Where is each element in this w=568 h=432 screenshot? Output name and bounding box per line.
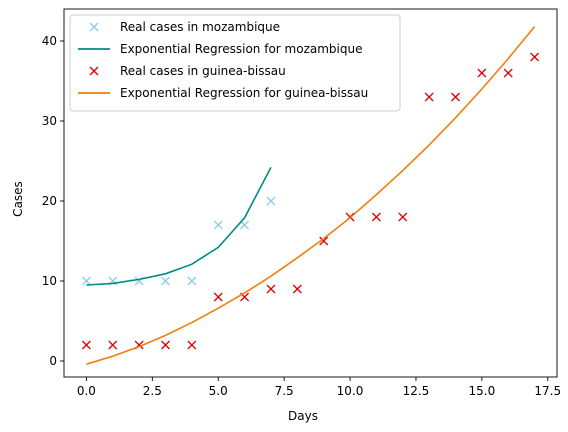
plot-area	[81, 26, 540, 365]
y-axis-label: Cases	[11, 181, 25, 217]
data-point-real-cases-in-guinea-bissau	[371, 212, 381, 222]
data-point-real-cases-in-guinea-bissau	[477, 68, 487, 78]
data-point-real-cases-in-mozambique	[81, 276, 91, 286]
series-line-exponential-regression-for-mozambique	[86, 167, 272, 286]
axes-frame	[63, 8, 558, 378]
x-tick-label: 0.0	[77, 384, 96, 398]
x-axis-label: Days	[288, 409, 318, 423]
legend-entry: Exponential Regression for guinea-bissau	[78, 86, 368, 100]
x-tick-label: 17.5	[534, 384, 561, 398]
legend-entry: Real cases in guinea-bissau	[89, 64, 286, 78]
legend-marker-swatch	[89, 22, 99, 32]
x-tick-label: 2.5	[143, 384, 162, 398]
data-point-real-cases-in-guinea-bissau	[161, 340, 170, 350]
data-point-real-cases-in-guinea-bissau	[266, 284, 276, 294]
data-point-real-cases-in-guinea-bissau	[292, 284, 302, 294]
series-line-exponential-regression-for-guinea-bissau	[86, 26, 536, 365]
x-tick-label: 7.5	[275, 384, 294, 398]
x-tick-label: 10.0	[337, 384, 364, 398]
legend-marker-swatch	[89, 66, 99, 76]
data-point-real-cases-in-guinea-bissau	[81, 340, 91, 350]
data-point-real-cases-in-guinea-bissau	[398, 212, 408, 222]
y-tick-label: 10	[42, 274, 57, 288]
legend-label: Exponential Regression for guinea-bissau	[120, 86, 368, 100]
data-point-real-cases-in-guinea-bissau	[213, 292, 223, 302]
legend-label: Real cases in guinea-bissau	[120, 64, 286, 78]
data-point-real-cases-in-guinea-bissau	[108, 340, 118, 350]
legend-label: Real cases in mozambique	[120, 20, 280, 34]
axes: 0.0 2.5 5.0 7.5 10.0 12.5 15.0 17.5 0 10 20 30 40	[42, 8, 561, 398]
data-point-real-cases-in-guinea-bissau	[319, 236, 329, 246]
data-point-real-cases-in-mozambique	[161, 276, 170, 286]
x-tick-label: 12.5	[403, 384, 430, 398]
y-tick-label: 20	[42, 194, 57, 208]
y-tick-label: 30	[42, 114, 57, 128]
legend: Real cases in mozambique Exponential Regr…	[69, 14, 401, 112]
data-point-real-cases-in-guinea-bissau	[503, 68, 513, 78]
data-point-real-cases-in-guinea-bissau	[424, 92, 434, 102]
data-point-real-cases-in-guinea-bissau	[530, 52, 540, 62]
data-point-real-cases-in-guinea-bissau	[451, 92, 460, 102]
legend-label: Exponential Regression for mozambique	[120, 42, 362, 56]
y-tick-label: 0	[49, 354, 57, 368]
x-tick-label: 15.0	[469, 384, 496, 398]
data-point-real-cases-in-mozambique	[266, 196, 276, 206]
data-point-real-cases-in-mozambique	[240, 220, 250, 230]
legend-box	[69, 14, 401, 112]
legend-entry: Real cases in mozambique	[89, 20, 280, 34]
x-tick-label: 5.0	[209, 384, 228, 398]
y-tick-label: 40	[42, 34, 57, 48]
legend-entry: Exponential Regression for mozambique	[78, 42, 362, 56]
data-point-real-cases-in-mozambique	[187, 276, 197, 286]
data-point-real-cases-in-guinea-bissau	[187, 340, 197, 350]
data-point-real-cases-in-mozambique	[213, 220, 223, 230]
